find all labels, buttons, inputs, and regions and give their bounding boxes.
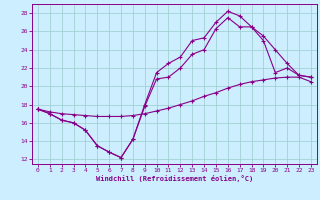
X-axis label: Windchill (Refroidissement éolien,°C): Windchill (Refroidissement éolien,°C): [96, 175, 253, 182]
